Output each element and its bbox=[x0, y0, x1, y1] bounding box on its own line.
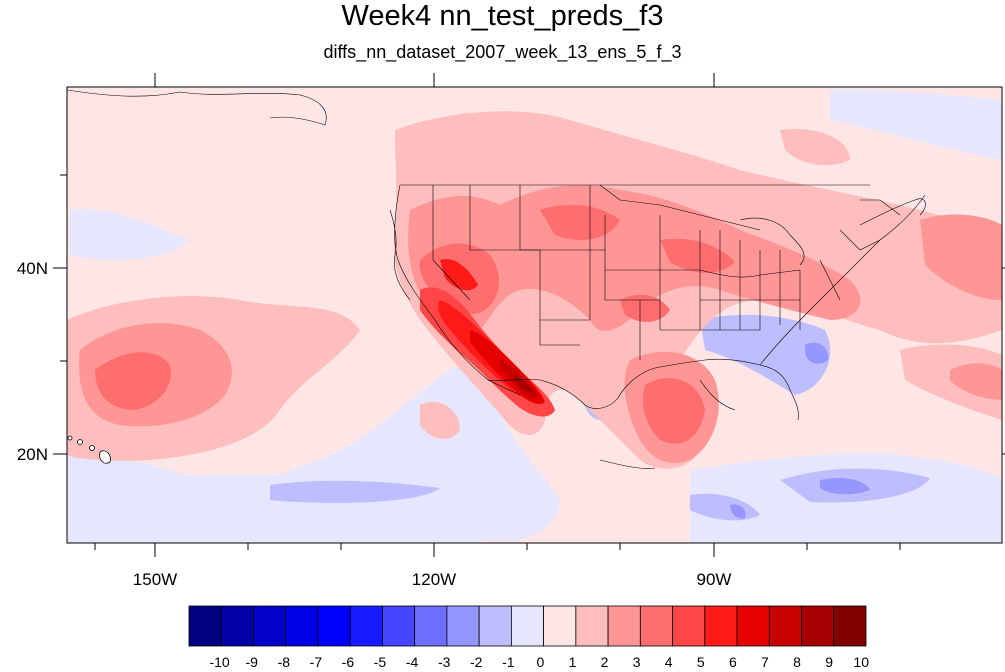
colorbar-label: -9 bbox=[245, 654, 258, 670]
lon-tick-label-150w: 150W bbox=[133, 570, 177, 589]
colorbar: -10 -9 -8 -7 -6 -5 -4 -3 -2 -1 0 1 2 3 4 5 6 7 8 9 10 bbox=[188, 605, 869, 670]
colorbar-label: -5 bbox=[374, 654, 387, 670]
coastlines bbox=[67, 89, 926, 469]
colorbar-label: 9 bbox=[825, 654, 833, 670]
colorbar-label: -2 bbox=[470, 654, 483, 670]
lat-tick-label-20n: 20N bbox=[17, 445, 48, 464]
colorbar-swatch bbox=[382, 605, 416, 647]
colorbar-swatch bbox=[801, 605, 835, 647]
colorbar-swatch bbox=[317, 605, 351, 647]
colorbar-label: -6 bbox=[342, 654, 355, 670]
colorbar-swatch bbox=[639, 605, 673, 647]
political-boundaries bbox=[394, 184, 926, 409]
colorbar-swatch bbox=[220, 605, 254, 647]
plot-subtitle: diffs_nn_dataset_2007_week_13_ens_5_f_3 bbox=[323, 42, 682, 62]
colorbar-label: -4 bbox=[406, 654, 419, 670]
colorbar-swatch bbox=[543, 605, 577, 647]
colorbar-swatch bbox=[414, 605, 448, 647]
colorbar-swatch bbox=[446, 605, 480, 647]
colorbar-label: 1 bbox=[569, 654, 577, 670]
colorbar-swatch bbox=[768, 605, 802, 647]
lat-tick-label-40n: 40N bbox=[17, 259, 48, 278]
colorbar-swatch bbox=[672, 605, 706, 647]
colorbar-label: 3 bbox=[633, 654, 641, 670]
colorbar-label: -7 bbox=[310, 654, 323, 670]
colorbar-label: 10 bbox=[853, 654, 869, 670]
colorbar-swatch bbox=[575, 605, 609, 647]
map-frame bbox=[66, 86, 1003, 544]
colorbar-label: 8 bbox=[793, 654, 801, 670]
colorbar-swatch bbox=[607, 605, 641, 647]
hawaii-islands bbox=[67, 435, 111, 464]
colorbar-label: 0 bbox=[537, 654, 545, 670]
colorbar-swatch bbox=[704, 605, 738, 647]
colorbar-label: -1 bbox=[502, 654, 515, 670]
colorbar-swatch bbox=[188, 605, 222, 647]
colorbar-label: 4 bbox=[665, 654, 673, 670]
colorbar-swatch bbox=[736, 605, 770, 647]
colorbar-swatch bbox=[349, 605, 383, 647]
colorbar-label: -10 bbox=[209, 654, 229, 670]
colorbar-label: 5 bbox=[697, 654, 705, 670]
colorbar-label: 6 bbox=[729, 654, 737, 670]
colorbar-label: -3 bbox=[438, 654, 451, 670]
colorbar-swatch bbox=[478, 605, 512, 647]
colorbar-label: 2 bbox=[601, 654, 609, 670]
colorbar-swatch bbox=[510, 605, 545, 647]
colorbar-label: 7 bbox=[761, 654, 769, 670]
lon-tick-label-120w: 120W bbox=[412, 570, 456, 589]
lon-tick-label-90w: 90W bbox=[697, 570, 732, 589]
colorbar-swatch bbox=[833, 605, 867, 647]
colorbar-swatch bbox=[253, 605, 287, 647]
plot-title: Week4 nn_test_preds_f3 bbox=[341, 0, 664, 32]
map-field bbox=[67, 87, 1002, 543]
colorbar-swatch bbox=[285, 605, 319, 647]
colorbar-label: -8 bbox=[278, 654, 291, 670]
axis-ticks bbox=[53, 73, 1005, 557]
